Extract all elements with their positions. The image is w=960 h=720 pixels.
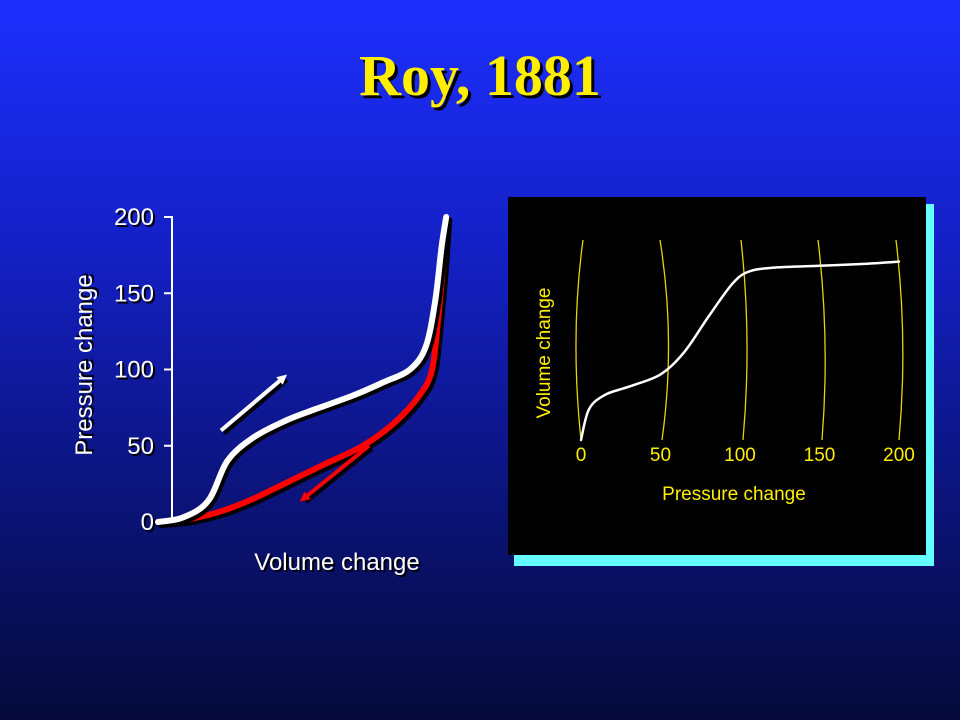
- direction-arrows: [219, 374, 374, 504]
- recording-curve: [579, 260, 901, 442]
- y-tick-label: 50: [127, 433, 154, 460]
- x-tick-label: 200: [883, 445, 915, 466]
- panel-background: [508, 197, 926, 555]
- recording-curve: [579, 260, 901, 442]
- loading-arrow-shadow: [222, 378, 289, 436]
- y-tick-label: 150: [114, 280, 154, 307]
- y-tick-label: 100: [114, 357, 154, 384]
- y-tick-label: 0: [141, 509, 154, 536]
- x-axis-ticks: 0 50 100 150 200: [576, 445, 915, 466]
- y-tick-label: 200: [114, 204, 154, 231]
- y-tick-label-shadow: 50: [129, 435, 156, 462]
- curves: [155, 214, 453, 528]
- x-tick-label: 0: [576, 445, 587, 466]
- x-tick-label: 50: [650, 445, 671, 466]
- slide-title: Roy, 1881: [359, 43, 601, 108]
- y-tick-label-shadow: 0: [143, 511, 156, 538]
- kymograph-panel: 0 50 100 150 200 Pressure change Volume chan…: [508, 197, 934, 566]
- unloading-arrow-shadow: [304, 447, 374, 504]
- unloading-arrow: [299, 444, 371, 502]
- x-axis-label: Pressure change: [662, 484, 806, 505]
- y-tick-label-shadow: 100: [116, 359, 156, 386]
- loading-curve-shadow: [158, 217, 453, 528]
- x-tick-label: 150: [804, 445, 836, 466]
- x-tick-label: 100: [724, 445, 756, 466]
- unloading-curve: [155, 214, 450, 525]
- y-tick-label-shadow: 150: [116, 282, 156, 309]
- svg-text:Volume change: Volume change: [256, 551, 421, 578]
- y-axis-label: Volume change: [534, 288, 555, 419]
- y-axis-label: Pressure change Pressure change: [71, 272, 100, 455]
- x-axis-label: Volume change Volume change: [254, 549, 421, 578]
- loading-curve: [155, 214, 450, 525]
- svg-text:Volume change: Volume change: [254, 549, 419, 576]
- loading-arrow: [219, 374, 288, 433]
- svg-text:Pressure change: Pressure change: [71, 274, 98, 455]
- svg-text:Pressure change: Pressure change: [73, 272, 100, 453]
- y-tick-label-shadow: 200: [116, 206, 156, 233]
- kymograph-arcs: [575, 239, 904, 441]
